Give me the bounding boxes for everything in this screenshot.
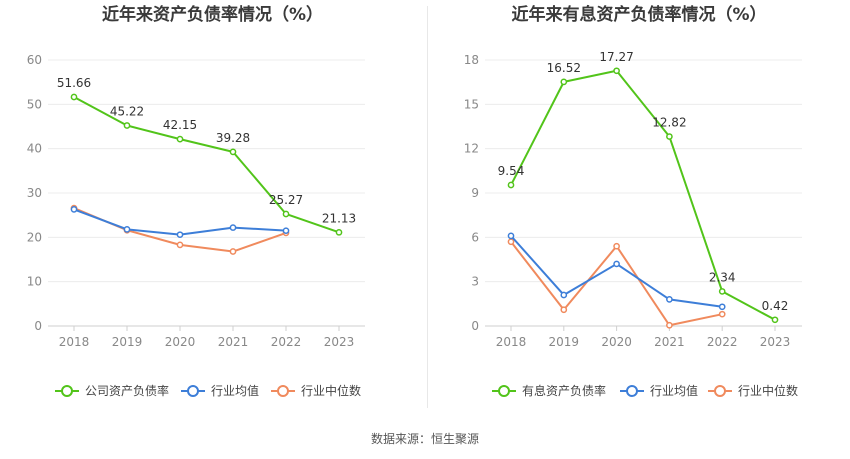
y-tick-label: 0 — [34, 319, 42, 333]
data-point-2 — [229, 248, 237, 255]
data-point-0 — [718, 288, 726, 295]
data-label: 17.27 — [599, 50, 633, 64]
y-tick-label: 0 — [471, 319, 479, 333]
series-line-0 — [510, 69, 776, 321]
x-tick-label: 2019 — [112, 335, 143, 349]
y-tick-label: 30 — [27, 186, 42, 200]
y-tick-label: 20 — [27, 230, 42, 244]
x-tick-label: 2023 — [760, 335, 791, 349]
legend-marker-icon — [277, 385, 289, 397]
data-point-0 — [507, 181, 515, 189]
series-line-1 — [73, 208, 287, 236]
y-tick-label: 60 — [27, 53, 42, 67]
y-tick-label: 6 — [471, 230, 479, 244]
data-point-0 — [771, 316, 779, 324]
data-point-0 — [176, 135, 184, 143]
legend-marker-icon — [714, 385, 726, 397]
x-tick-label: 2023 — [324, 335, 355, 349]
data-label: 39.28 — [216, 131, 250, 145]
panel-divider — [427, 6, 428, 408]
data-point-2 — [666, 321, 673, 329]
data-point-0 — [560, 78, 568, 86]
data-point-1 — [613, 260, 620, 268]
x-tick-label: 2021 — [654, 335, 685, 349]
data-label: 9.54 — [498, 164, 525, 178]
data-point-0 — [123, 122, 131, 129]
data-point-1 — [70, 206, 78, 213]
y-tick-label: 50 — [27, 97, 42, 111]
data-label: 0.42 — [762, 299, 789, 313]
legend-marker-icon — [61, 385, 73, 397]
data-point-0 — [613, 67, 620, 75]
y-tick-label: 15 — [464, 97, 479, 111]
data-point-1 — [560, 291, 568, 299]
data-point-1 — [282, 227, 290, 235]
x-tick-label: 2018 — [496, 335, 527, 349]
legend-marker-icon — [498, 385, 510, 397]
series-line-2 — [510, 241, 723, 327]
data-point-0 — [282, 210, 290, 218]
legend-label: 有息资产负债率 — [522, 383, 606, 398]
data-source-label: 数据来源：恒生聚源 — [370, 432, 479, 446]
data-label: 51.66 — [57, 76, 91, 90]
series-line-0 — [73, 96, 340, 234]
left-chart-title: 近年来资产负债率情况（%） — [101, 5, 324, 25]
data-point-1 — [507, 232, 515, 240]
data-label: 21.13 — [322, 211, 356, 225]
data-point-1 — [123, 226, 131, 233]
x-tick-label: 2022 — [707, 335, 738, 349]
y-tick-label: 10 — [27, 275, 42, 289]
data-point-2 — [176, 241, 184, 249]
data-label: 2.34 — [709, 270, 736, 284]
data-point-1 — [718, 303, 726, 311]
legend-marker-icon — [626, 385, 638, 397]
y-tick-label: 3 — [471, 275, 479, 289]
data-point-0 — [335, 228, 343, 236]
y-tick-label: 18 — [464, 53, 479, 67]
y-tick-label: 12 — [464, 142, 479, 156]
data-label: 25.27 — [269, 193, 303, 207]
right-chart-title: 近年来有息资产负债率情况（%） — [511, 5, 767, 25]
data-label: 42.15 — [163, 118, 197, 132]
legend-label: 公司资产负债率 — [85, 383, 169, 398]
legend-marker-icon — [187, 385, 199, 397]
x-tick-label: 2022 — [271, 335, 302, 349]
data-label: 12.82 — [652, 116, 686, 130]
x-tick-label: 2019 — [549, 335, 580, 349]
data-point-0 — [70, 93, 78, 101]
y-tick-label: 9 — [471, 186, 479, 200]
data-label: 16.52 — [547, 61, 581, 75]
data-point-2 — [507, 238, 515, 246]
legend-label: 行业中位数 — [301, 383, 361, 398]
x-tick-label: 2020 — [601, 335, 632, 349]
data-point-2 — [560, 306, 568, 314]
data-point-1 — [176, 231, 184, 239]
data-point-2 — [613, 242, 620, 250]
x-tick-label: 2020 — [165, 335, 196, 349]
data-point-2 — [718, 310, 726, 318]
data-point-1 — [229, 224, 237, 231]
data-label: 45.22 — [110, 105, 144, 119]
data-point-0 — [666, 133, 673, 140]
y-tick-label: 40 — [27, 142, 42, 156]
legend-label: 行业中位数 — [738, 383, 798, 398]
x-tick-label: 2018 — [59, 335, 90, 349]
legend-label: 行业均值 — [650, 383, 698, 398]
data-point-0 — [229, 148, 237, 156]
x-tick-label: 2021 — [218, 335, 249, 349]
legend-label: 行业均值 — [211, 383, 259, 398]
data-point-1 — [666, 296, 673, 303]
